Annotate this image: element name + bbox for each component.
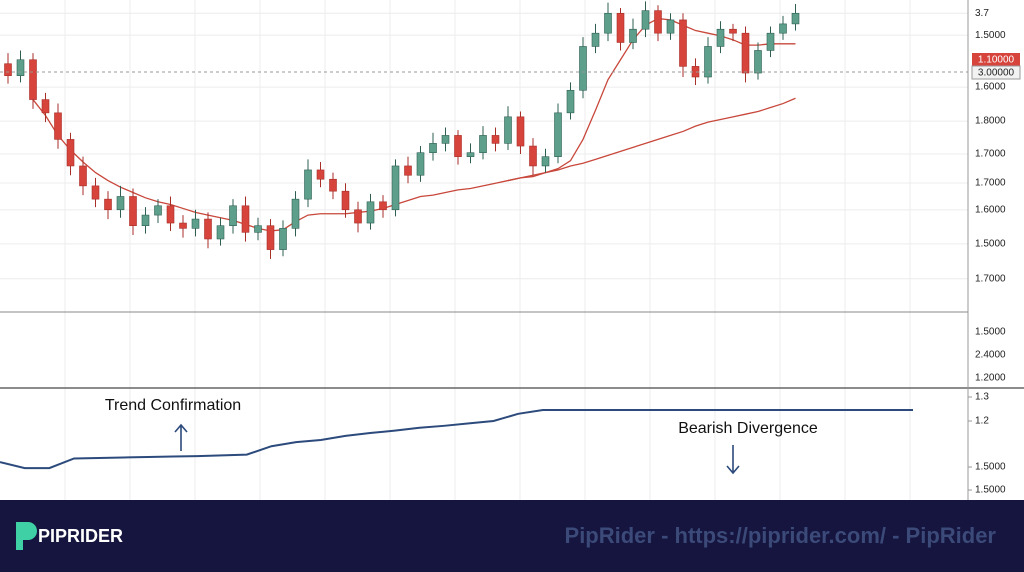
annotation: Bearish Divergence xyxy=(678,420,818,437)
y-tick-label: 1.2000 xyxy=(975,373,1006,384)
candle-body xyxy=(366,201,375,224)
price-tag: 1.10000 xyxy=(978,55,1015,66)
price-tag: 3.00000 xyxy=(978,68,1015,79)
brand: PIPRIDER xyxy=(38,526,123,546)
y-tick-label: 1.5000 xyxy=(975,30,1006,41)
candle-body xyxy=(379,201,387,211)
candle-body xyxy=(266,225,275,250)
y-tick-label: 1.5000 xyxy=(975,239,1006,250)
candle-body xyxy=(729,28,737,34)
y-tick-label: 1.7000 xyxy=(975,273,1006,284)
y-tick-label: 1.5000 xyxy=(975,327,1006,338)
candle-body xyxy=(304,169,312,200)
candle-body xyxy=(679,19,687,67)
candle-body xyxy=(641,10,650,30)
candle-body xyxy=(279,228,287,250)
candle-body xyxy=(616,12,625,43)
y-tick-label: 1.7000 xyxy=(975,149,1006,160)
y-tick-label: 1.7000 xyxy=(975,178,1006,189)
y-tick-label: 1.3 xyxy=(975,392,989,403)
candle-body xyxy=(716,28,725,47)
y-tick-label: 1.2 xyxy=(975,416,989,427)
candle-body xyxy=(316,169,325,180)
candle-body xyxy=(329,178,337,192)
candle-body xyxy=(91,185,100,200)
candle-body xyxy=(241,205,250,233)
candle-body xyxy=(204,218,212,240)
candle-body xyxy=(354,209,362,224)
logo-icon xyxy=(16,522,37,550)
y-tick-label: 1.6000 xyxy=(975,82,1006,93)
candle-body xyxy=(579,46,587,91)
y-tick-label: 1.5000 xyxy=(975,462,1006,473)
candle-body xyxy=(591,32,600,47)
candle-body xyxy=(291,198,300,229)
candle-body xyxy=(479,135,487,153)
candle-body xyxy=(491,135,500,144)
candle-body xyxy=(29,59,37,100)
candle-body xyxy=(4,63,12,76)
candle-body xyxy=(154,205,162,216)
candle-body xyxy=(391,165,400,211)
candle-body xyxy=(741,32,750,74)
candle-body xyxy=(666,19,675,34)
background xyxy=(0,0,1024,500)
candle-body xyxy=(779,23,787,34)
vertical-grid xyxy=(64,0,911,500)
candle-body xyxy=(654,10,662,34)
arrow-down xyxy=(726,445,740,475)
candle-body xyxy=(141,214,150,227)
candle-body xyxy=(66,139,75,167)
candle-body xyxy=(166,205,175,224)
candle-body xyxy=(754,50,762,74)
candle-body xyxy=(504,116,512,144)
price-tag-bg xyxy=(972,53,1020,66)
candle-body xyxy=(341,190,350,211)
candle-body xyxy=(791,12,800,25)
price-tag-bg xyxy=(971,65,1021,80)
candle-body xyxy=(16,59,25,76)
candle-body xyxy=(454,135,462,157)
watermark: PipRider - https://piprider.com/ - PipRi… xyxy=(565,523,997,548)
candle-body xyxy=(254,225,262,233)
candle-body xyxy=(116,196,125,211)
candle-body xyxy=(129,196,137,227)
y-tick-label: 1.5000 xyxy=(975,485,1006,496)
candle-body xyxy=(766,32,775,51)
candle-body xyxy=(216,225,225,240)
candle-body xyxy=(516,116,525,147)
candle-body xyxy=(441,135,450,144)
candle-body xyxy=(191,218,200,229)
moving-average xyxy=(507,97,796,182)
candle-body xyxy=(79,165,87,187)
y-tick-label: 3.7 xyxy=(975,8,989,19)
candle-body xyxy=(466,152,475,157)
candle-body xyxy=(54,112,62,140)
candle-body xyxy=(104,198,112,211)
candle-body xyxy=(179,222,187,229)
candle-body xyxy=(41,99,50,114)
footer xyxy=(0,500,1024,572)
candle-body xyxy=(229,205,237,227)
indicator-line xyxy=(0,408,913,470)
candle-body xyxy=(704,46,712,78)
candle-body xyxy=(529,145,537,167)
candle-body xyxy=(554,112,562,157)
candle-body xyxy=(429,143,437,153)
candle-body xyxy=(416,152,425,176)
annotation: Trend Confirmation xyxy=(105,397,241,414)
y-tick-label: 1.8000 xyxy=(975,116,1006,127)
candle-body xyxy=(404,165,412,176)
y-tick-label: 1.6000 xyxy=(975,205,1006,216)
candle-body xyxy=(566,89,575,114)
candle-body xyxy=(604,12,612,34)
candle-body xyxy=(541,156,550,167)
candle-body xyxy=(629,28,637,43)
y-tick-label: 2.4000 xyxy=(975,350,1006,361)
arrow-up xyxy=(174,423,188,451)
